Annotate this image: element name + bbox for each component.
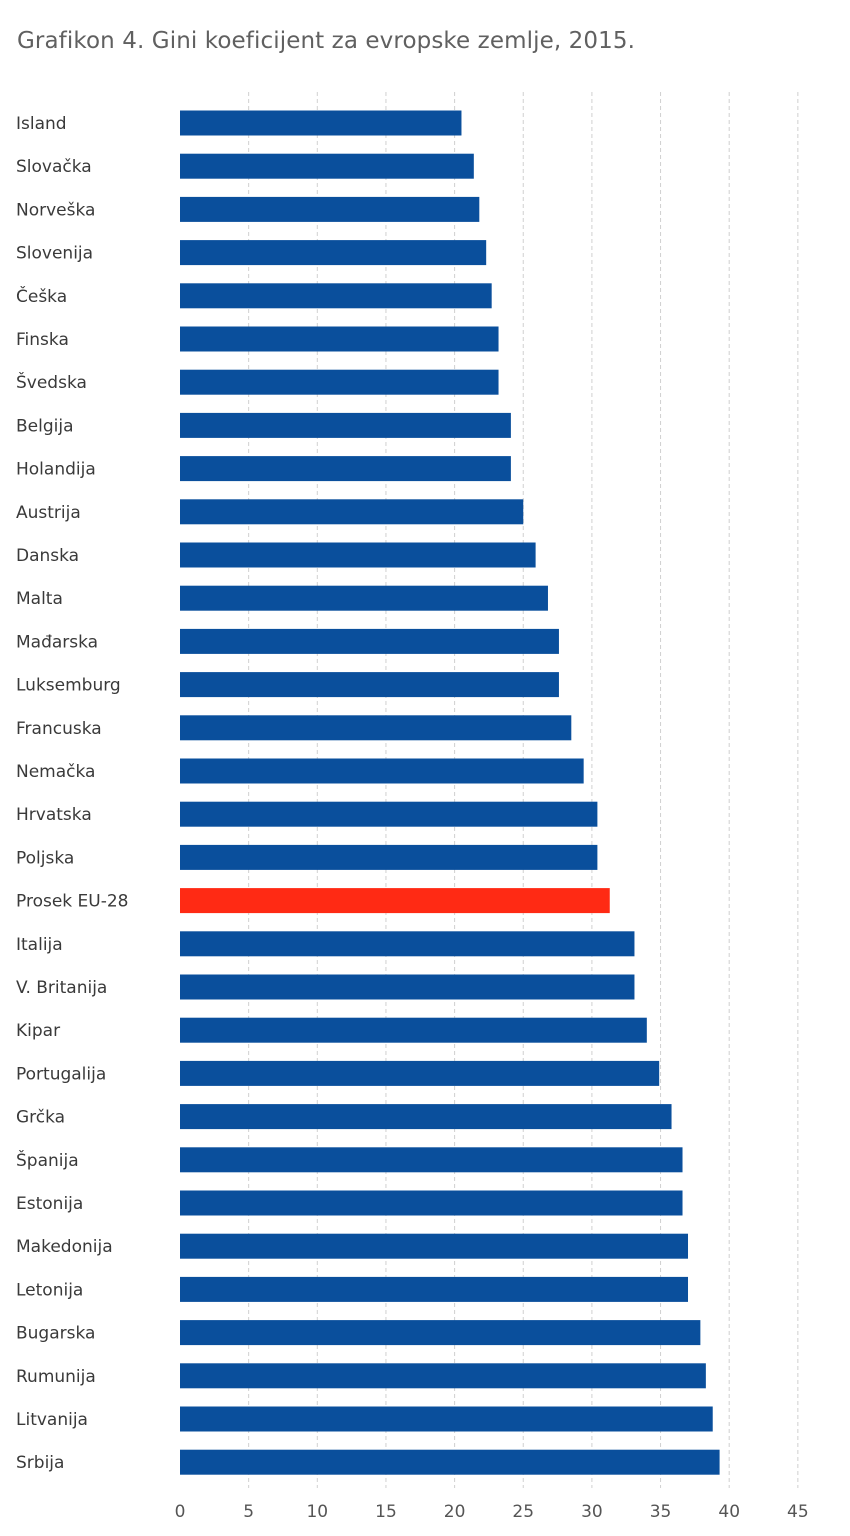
category-label: Švedska	[16, 371, 87, 393]
category-label: Malta	[16, 589, 63, 609]
category-label: Grčka	[16, 1108, 65, 1128]
category-label: Makedonija	[16, 1237, 113, 1257]
bar	[180, 1233, 689, 1259]
bar	[180, 1190, 683, 1216]
bar	[180, 1449, 720, 1475]
x-tick-label: 40	[718, 1502, 740, 1522]
category-label: Island	[16, 114, 67, 134]
bar	[180, 326, 499, 352]
category-label: Estonija	[16, 1194, 83, 1214]
category-label: Španija	[16, 1149, 79, 1171]
x-axis-ticks: 0 5 10 15 20 25 30 35 40 45	[175, 1502, 809, 1522]
bar	[180, 1363, 706, 1389]
category-label: Danska	[16, 546, 79, 566]
category-label: Nemačka	[16, 762, 95, 782]
bar	[180, 1276, 689, 1302]
chart-title: Grafikon 4. Gini koeficijent za evropske…	[17, 28, 635, 54]
bar	[180, 758, 584, 784]
category-label: Italija	[16, 935, 63, 955]
category-label: Norveška	[16, 200, 95, 220]
bar	[180, 283, 492, 309]
bar	[180, 369, 499, 395]
category-label: Češka	[16, 285, 67, 307]
category-labels: Island Slovačka Norveška Slovenija Češka Fins…	[16, 114, 128, 1473]
bar	[180, 628, 559, 654]
category-label: Slovenija	[16, 244, 93, 264]
category-label: Letonija	[16, 1280, 83, 1300]
bar	[180, 1406, 713, 1432]
x-tick-label: 20	[444, 1502, 466, 1522]
bar	[180, 672, 559, 698]
x-tick-label: 30	[581, 1502, 603, 1522]
bar	[180, 1320, 701, 1346]
category-label: Mađarska	[16, 632, 98, 652]
bar	[180, 585, 548, 611]
x-tick-label: 25	[512, 1502, 534, 1522]
category-label: Holandija	[16, 460, 96, 480]
bar	[180, 801, 598, 827]
x-tick-label: 15	[375, 1502, 397, 1522]
bar	[180, 196, 480, 222]
x-tick-label: 0	[175, 1502, 186, 1522]
bar	[180, 974, 635, 1000]
x-tick-label: 10	[306, 1502, 328, 1522]
bar	[180, 456, 511, 482]
bar	[180, 1060, 660, 1086]
category-label: Rumunija	[16, 1367, 96, 1387]
category-label: V. Britanija	[16, 978, 107, 998]
bar	[180, 412, 511, 438]
category-label: Prosek EU-28	[16, 892, 128, 912]
category-label: Belgija	[16, 416, 74, 436]
category-label: Slovačka	[16, 157, 92, 177]
bar	[180, 240, 487, 266]
bar	[180, 1104, 672, 1130]
category-label: Litvanija	[16, 1410, 88, 1430]
bar	[180, 1017, 647, 1043]
x-tick-label: 5	[243, 1502, 254, 1522]
bar	[180, 715, 572, 741]
bar	[180, 844, 598, 870]
bar	[180, 542, 536, 568]
bar-highlight	[180, 888, 610, 914]
category-label: Kipar	[16, 1021, 60, 1041]
category-label: Srbija	[16, 1453, 64, 1473]
category-label: Austrija	[16, 503, 81, 523]
x-tick-label: 35	[650, 1502, 672, 1522]
category-label: Finska	[16, 330, 69, 350]
bar	[180, 110, 462, 136]
bar	[180, 499, 524, 525]
category-label: Francuska	[16, 719, 102, 739]
category-label: Portugalija	[16, 1064, 106, 1084]
bar	[180, 1147, 683, 1173]
category-label: Hrvatska	[16, 805, 92, 825]
category-label: Poljska	[16, 848, 74, 868]
x-tick-label: 45	[787, 1502, 809, 1522]
category-label: Luksemburg	[16, 676, 121, 696]
bar	[180, 153, 474, 179]
bar	[180, 931, 635, 957]
category-label: Bugarska	[16, 1324, 95, 1344]
bars	[180, 110, 720, 1475]
